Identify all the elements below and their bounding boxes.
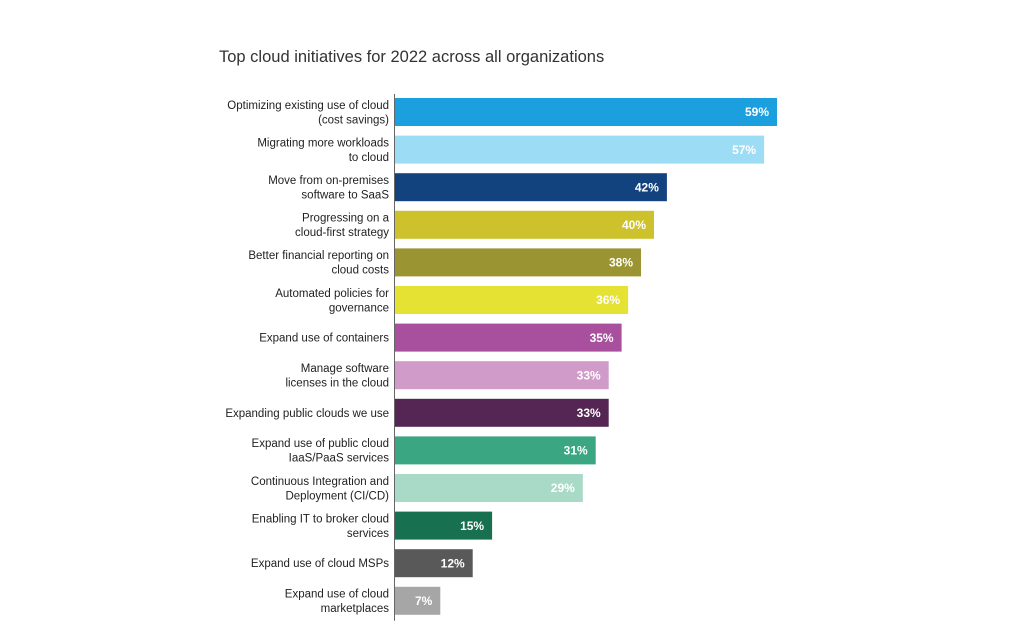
category-label: Progressing on a xyxy=(302,213,390,225)
bar-value-label: 15% xyxy=(460,519,484,533)
bar xyxy=(395,248,641,277)
bar xyxy=(395,511,493,540)
category-label: governance xyxy=(329,302,389,314)
bar-value-label: 36% xyxy=(596,293,620,307)
bar-value-label: 38% xyxy=(609,256,633,270)
bar xyxy=(395,549,473,578)
category-label: Optimizing existing use of cloud xyxy=(227,100,389,112)
bar xyxy=(395,286,629,314)
category-label: licenses in the cloud xyxy=(285,377,389,389)
bar xyxy=(395,398,609,427)
bar-value-label: 59% xyxy=(745,105,769,119)
category-label: cloud-first strategy xyxy=(295,227,389,239)
bar xyxy=(395,210,654,239)
bar xyxy=(395,323,622,352)
bar xyxy=(395,436,596,465)
bar-value-label: 33% xyxy=(577,406,601,420)
category-label: Move from on-premises xyxy=(268,175,389,187)
category-label: services xyxy=(347,528,389,540)
category-label: Migrating more workloads xyxy=(257,137,389,149)
category-label: software to SaaS xyxy=(301,189,389,201)
category-label: IaaS/PaaS services xyxy=(289,453,390,465)
category-label: Expand use of cloud MSPs xyxy=(251,558,389,570)
category-label: Expand use of containers xyxy=(259,333,389,345)
bar xyxy=(395,586,441,615)
bar-value-label: 35% xyxy=(590,331,614,345)
bar-value-label: 12% xyxy=(441,556,465,570)
category-label: Expand use of public cloud xyxy=(252,438,389,450)
bar xyxy=(395,474,583,502)
category-label: Continuous Integration and xyxy=(251,476,389,488)
chart-title: Top cloud initiatives for 2022 across al… xyxy=(219,48,605,66)
category-label: (cost savings) xyxy=(318,114,389,126)
category-label: Deployment (CI/CD) xyxy=(285,490,389,502)
bar-value-label: 31% xyxy=(564,444,588,458)
category-label: cloud costs xyxy=(331,265,389,277)
bar-value-label: 33% xyxy=(577,368,601,382)
bar-value-label: 7% xyxy=(415,594,433,608)
category-label: Expand use of cloud xyxy=(285,589,389,601)
bar xyxy=(395,173,667,202)
category-label: Manage software xyxy=(301,363,389,375)
category-label: Expanding public clouds we use xyxy=(225,408,389,420)
bar xyxy=(395,135,765,164)
bar xyxy=(395,361,609,390)
category-label: Better financial reporting on xyxy=(248,250,389,262)
bar-value-label: 42% xyxy=(635,180,659,194)
category-label: to cloud xyxy=(349,152,389,164)
bar xyxy=(395,98,777,126)
bar-value-label: 40% xyxy=(622,218,646,232)
bar-value-label: 57% xyxy=(732,143,756,157)
category-label: marketplaces xyxy=(321,603,390,615)
category-label: Automated policies for xyxy=(275,288,389,300)
category-label: Enabling IT to broker cloud xyxy=(252,513,389,525)
bar-value-label: 29% xyxy=(551,481,575,495)
